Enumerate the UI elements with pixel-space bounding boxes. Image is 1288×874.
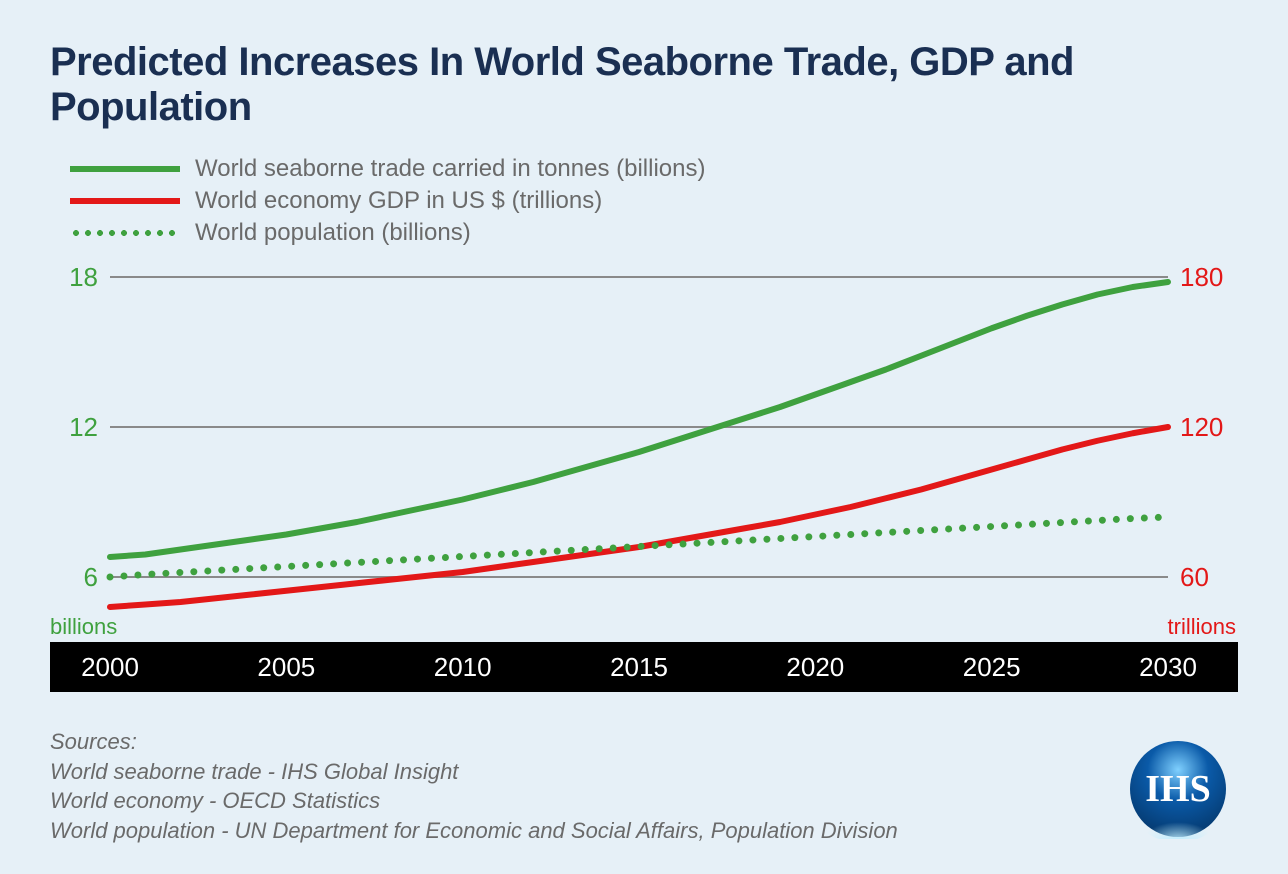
chart-title: Predicted Increases In World Seaborne Tr…	[50, 40, 1238, 130]
ihs-logo: IHS	[1128, 739, 1228, 839]
svg-text:60: 60	[1180, 562, 1209, 592]
svg-text:billions: billions	[50, 614, 117, 639]
legend-swatch-trade	[70, 166, 180, 172]
svg-text:2000: 2000	[81, 652, 139, 682]
svg-text:2005: 2005	[257, 652, 315, 682]
svg-text:180: 180	[1180, 267, 1223, 292]
sources-heading: Sources:	[50, 727, 1238, 757]
legend-label-trade: World seaborne trade carried in tonnes (…	[195, 155, 705, 183]
source-line-1: World seaborne trade - IHS Global Insigh…	[50, 757, 1238, 787]
svg-text:12: 12	[69, 412, 98, 442]
svg-text:trillions: trillions	[1168, 614, 1236, 639]
sources-block: Sources: World seaborne trade - IHS Glob…	[50, 727, 1238, 846]
legend-swatch-pop	[70, 230, 180, 236]
legend-item-gdp: World economy GDP in US $ (trillions)	[70, 187, 1238, 215]
svg-text:2020: 2020	[786, 652, 844, 682]
legend: World seaborne trade carried in tonnes (…	[70, 155, 1238, 247]
svg-text:2015: 2015	[610, 652, 668, 682]
legend-swatch-gdp	[70, 198, 180, 204]
svg-text:18: 18	[69, 267, 98, 292]
svg-text:6: 6	[84, 562, 98, 592]
line-chart: 6 60 12 120 18 180 billions trillions 2000 2005 20…	[50, 267, 1238, 707]
svg-text:2030: 2030	[1139, 652, 1197, 682]
legend-item-pop: World population (billions)	[70, 219, 1238, 247]
legend-label-pop: World population (billions)	[195, 219, 471, 247]
chart-area: 6 60 12 120 18 180 billions trillions 2000 2005 20…	[50, 267, 1238, 707]
legend-label-gdp: World economy GDP in US $ (trillions)	[195, 187, 602, 215]
svg-text:120: 120	[1180, 412, 1223, 442]
svg-text:2010: 2010	[434, 652, 492, 682]
svg-text:IHS: IHS	[1145, 768, 1210, 810]
legend-item-trade: World seaborne trade carried in tonnes (…	[70, 155, 1238, 183]
source-line-3: World population - UN Department for Eco…	[50, 816, 1238, 846]
source-line-2: World economy - OECD Statistics	[50, 786, 1238, 816]
svg-text:2025: 2025	[963, 652, 1021, 682]
